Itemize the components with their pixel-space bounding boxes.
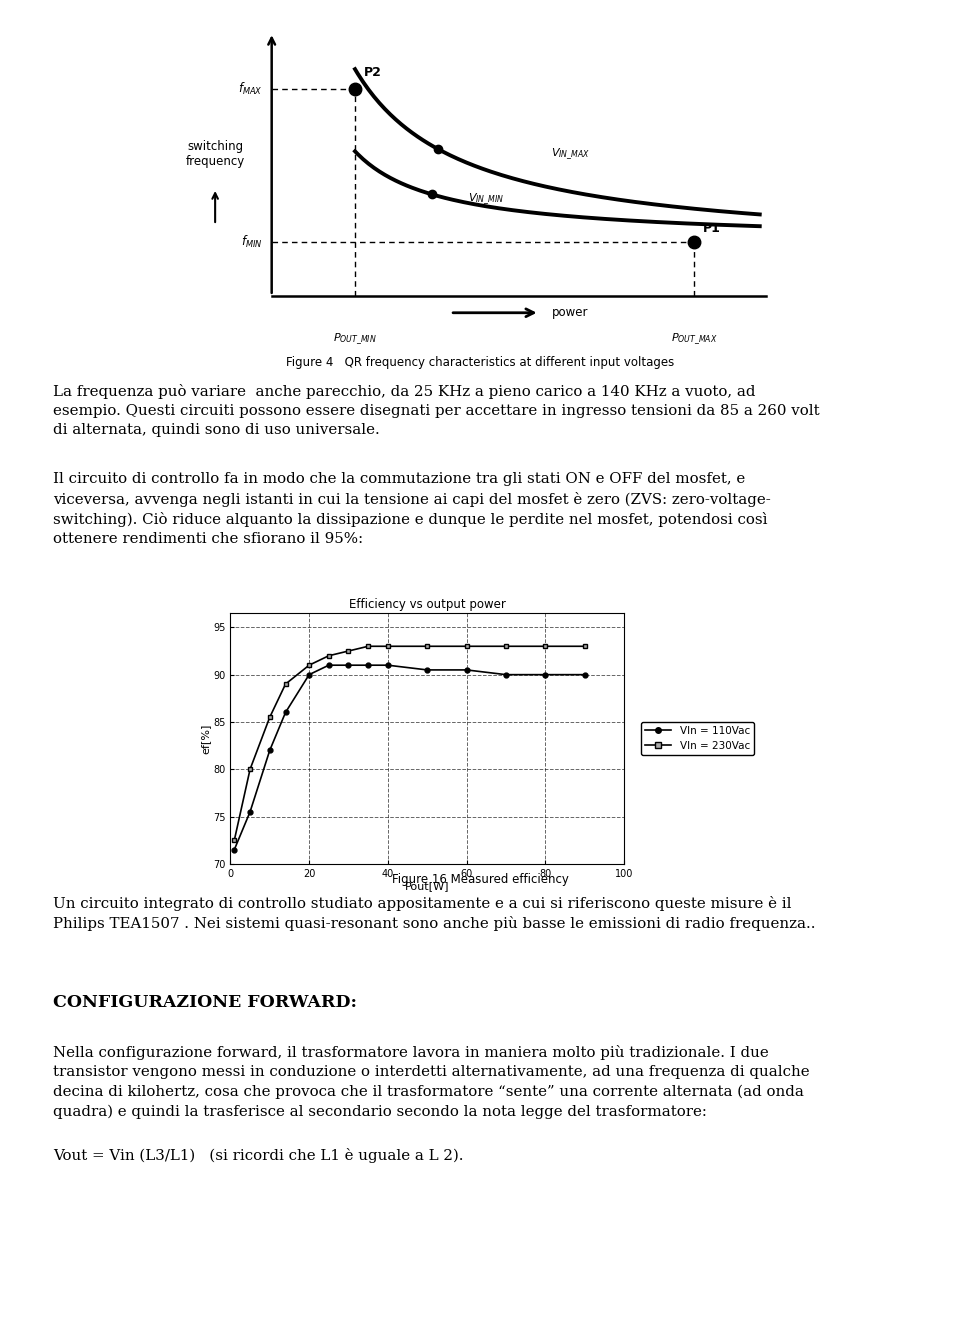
Y-axis label: ef[%]: ef[%]: [201, 724, 210, 753]
Line: VIn = 230Vac: VIn = 230Vac: [232, 644, 588, 842]
VIn = 230Vac: [264, 709, 276, 725]
Text: Figure 4   QR frequency characteristics at different input voltages: Figure 4 QR frequency characteristics at…: [286, 356, 674, 369]
VIn = 230Vac: [343, 643, 354, 659]
Line: VIn = 110Vac: VIn = 110Vac: [232, 663, 588, 852]
VIn = 230Vac: [323, 648, 334, 664]
VIn = 230Vac: [244, 761, 255, 777]
Text: esempio. Questi circuiti possono essere disegnati per accettare in ingresso tens: esempio. Questi circuiti possono essere …: [53, 404, 820, 417]
Legend: VIn = 110Vac, VIn = 230Vac: VIn = 110Vac, VIn = 230Vac: [641, 721, 754, 756]
Text: Il circuito di controllo fa in modo che la commutazione tra gli stati ON e OFF d: Il circuito di controllo fa in modo che …: [53, 472, 745, 487]
Title: Efficiency vs output power: Efficiency vs output power: [348, 597, 506, 611]
VIn = 230Vac: [279, 676, 291, 692]
VIn = 110Vac: [461, 663, 472, 678]
Text: switching). Ciò riduce alquanto la dissipazione e dunque le perdite nel mosfet, : switching). Ciò riduce alquanto la dissi…: [53, 512, 767, 527]
Text: La frequenza può variare  anche parecchio, da 25 KHz a pieno carico a 140 KHz a : La frequenza può variare anche parecchio…: [53, 384, 756, 399]
VIn = 110Vac: [579, 666, 590, 682]
VIn = 230Vac: [540, 639, 551, 655]
Text: $V_{IN\_MIN}$: $V_{IN\_MIN}$: [468, 192, 504, 207]
VIn = 230Vac: [362, 639, 373, 655]
Text: $P_{OUT\_MIN}$: $P_{OUT\_MIN}$: [333, 331, 377, 347]
Text: Vout = Vin (L3/L1)   (si ricordi che L1 è uguale a L 2).: Vout = Vin (L3/L1) (si ricordi che L1 è …: [53, 1148, 464, 1162]
Text: power: power: [551, 307, 588, 320]
Text: viceversa, avvenga negli istanti in cui la tensione ai capi del mosfet è zero (Z: viceversa, avvenga negli istanti in cui …: [53, 492, 771, 507]
VIn = 230Vac: [579, 639, 590, 655]
VIn = 110Vac: [343, 657, 354, 673]
Text: $V_{IN\_MAX}$: $V_{IN\_MAX}$: [551, 147, 590, 161]
VIn = 230Vac: [228, 832, 240, 848]
Text: Philips TEA1507 . Nei sistemi quasi-resonant sono anche più basse le emissioni d: Philips TEA1507 . Nei sistemi quasi-reso…: [53, 916, 815, 930]
Text: Nella configurazione forward, il trasformatore lavora in maniera molto più tradi: Nella configurazione forward, il trasfor…: [53, 1045, 769, 1060]
VIn = 110Vac: [382, 657, 394, 673]
Text: quadra) e quindi la trasferisce al secondario secondo la nota legge del trasform: quadra) e quindi la trasferisce al secon…: [53, 1104, 707, 1118]
Text: $f_{MIN}$: $f_{MIN}$: [241, 233, 263, 251]
Text: Figure 16 Measured efficiency: Figure 16 Measured efficiency: [392, 873, 568, 886]
X-axis label: Pout[W]: Pout[W]: [405, 881, 449, 892]
VIn = 230Vac: [500, 639, 512, 655]
VIn = 230Vac: [421, 639, 433, 655]
VIn = 110Vac: [264, 742, 276, 758]
VIn = 110Vac: [244, 804, 255, 820]
Text: ottenere rendimenti che sfiorano il 95%:: ottenere rendimenti che sfiorano il 95%:: [53, 532, 363, 545]
Text: transistor vengono messi in conduzione o interdetti alternativamente, ad una fre: transistor vengono messi in conduzione o…: [53, 1065, 809, 1078]
Text: di alternata, quindi sono di uso universale.: di alternata, quindi sono di uso univers…: [53, 424, 379, 437]
VIn = 110Vac: [279, 704, 291, 720]
VIn = 110Vac: [500, 666, 512, 682]
VIn = 230Vac: [461, 639, 472, 655]
Text: decina di kilohertz, cosa che provoca che il trasformatore “sente” una corrente : decina di kilohertz, cosa che provoca ch…: [53, 1085, 804, 1098]
VIn = 110Vac: [362, 657, 373, 673]
Text: $f_{MAX}$: $f_{MAX}$: [238, 81, 263, 97]
VIn = 230Vac: [382, 639, 394, 655]
VIn = 230Vac: [303, 657, 315, 673]
Text: $P_{OUT\_MAX}$: $P_{OUT\_MAX}$: [671, 331, 718, 347]
Text: P1: P1: [703, 221, 721, 235]
Text: Un circuito integrato di controllo studiato appositamente e a cui si riferiscono: Un circuito integrato di controllo studi…: [53, 896, 791, 910]
VIn = 110Vac: [303, 666, 315, 682]
VIn = 110Vac: [421, 663, 433, 678]
Text: CONFIGURAZIONE FORWARD:: CONFIGURAZIONE FORWARD:: [53, 994, 357, 1012]
VIn = 110Vac: [228, 841, 240, 857]
VIn = 110Vac: [323, 657, 334, 673]
VIn = 110Vac: [540, 666, 551, 682]
Text: P2: P2: [364, 67, 382, 79]
Text: switching
frequency: switching frequency: [185, 140, 245, 168]
